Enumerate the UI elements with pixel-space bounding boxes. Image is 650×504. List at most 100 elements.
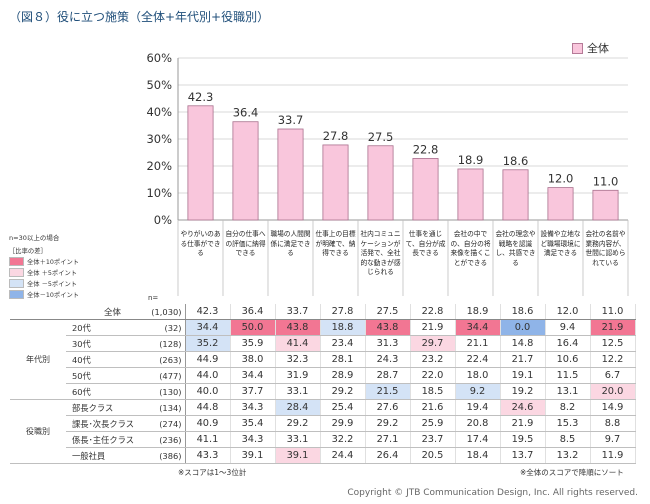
table-cell: 34.4: [230, 367, 276, 384]
row-n: (134): [141, 399, 186, 416]
table-cell: 50.0: [230, 319, 276, 336]
table-cell: 41.1: [185, 431, 231, 448]
row-label: 60代: [66, 383, 141, 400]
copyright: Copyright © JTB Communication Design, In…: [347, 488, 638, 498]
table-cell: 9.7: [590, 431, 636, 448]
bar: [592, 189, 619, 221]
value-label: 27.8: [323, 129, 349, 143]
row-n: (274): [141, 415, 186, 432]
y-tick-label: 0%: [154, 213, 172, 227]
table-cell: 29.9: [320, 415, 366, 432]
bar-chart: 0% 10% 20% 30% 40% 50% 60% 42.3 36.4 33.7 27.8 27.…: [146, 51, 629, 296]
sort-note: ※全体のスコアで降順にソート: [520, 468, 624, 477]
table-cell: 8.5: [545, 431, 591, 448]
table-cell: 27.5: [365, 304, 411, 320]
table-cell: 39.1: [275, 447, 321, 464]
bar: [412, 158, 439, 221]
table-cell: 33.1: [275, 383, 321, 400]
table-cell: 19.1: [500, 367, 546, 384]
value-label: 36.4: [233, 106, 259, 120]
value-label: 33.7: [278, 113, 304, 127]
table-row: 40代 (263) 44.9 38.0 32.3 28.1 24.3 23.2 22.4 21.7…: [10, 351, 636, 368]
table-cell: 40.9: [185, 415, 231, 432]
table-cell: 18.6: [500, 304, 546, 320]
table-cell: 29.2: [365, 415, 411, 432]
key-plus10-swatch: [9, 257, 24, 266]
n30-note: n=30以上の場合: [9, 234, 60, 242]
table-cell: 32.3: [275, 351, 321, 368]
table-cell: 25.9: [410, 415, 456, 432]
value-label: 18.9: [458, 153, 484, 167]
key-minus5: 全体 －5ポイント: [9, 278, 127, 289]
row-label: 係長･主任クラス: [66, 431, 141, 448]
table-cell: 23.4: [320, 335, 366, 352]
table-cell: 24.4: [320, 447, 366, 464]
row-label: 課長･次長クラス: [66, 415, 141, 432]
table-cell: 11.0: [590, 304, 636, 320]
row-n: (128): [141, 335, 186, 352]
category-label: 会社の名前や業務内容が、世間に認められている: [585, 230, 626, 267]
table-row: 課長･次長クラス (274) 40.9 35.4 29.2 29.9 29.2 25.9 20.…: [10, 415, 636, 432]
table-cell: 28.7: [365, 367, 411, 384]
table-cell: 34.3: [230, 431, 276, 448]
table-cell: 41.4: [275, 335, 321, 352]
table-cell: 17.4: [455, 431, 501, 448]
bar: [547, 187, 574, 221]
value-label: 42.3: [188, 90, 214, 104]
category-label: 設備や立地など職場環境に満足できる: [540, 230, 581, 257]
bar: [277, 128, 304, 221]
table-cell: 12.2: [590, 351, 636, 368]
row-n: (130): [141, 383, 186, 400]
score-note: ※スコアは1～3位計: [178, 468, 247, 477]
table-cell: 20.5: [410, 447, 456, 464]
table-row: 一般社員 (386) 43.3 39.1 39.1 24.4 26.4 20.5 18.4 13.…: [10, 447, 636, 464]
table-cell: 6.7: [590, 367, 636, 384]
table-cell: 11.9: [590, 447, 636, 464]
table-cell: 35.9: [230, 335, 276, 352]
key-minus10-label: 全体－10ポイント: [27, 292, 80, 299]
y-tick-label: 30%: [146, 132, 172, 146]
table-row: 係長･主任クラス (236) 41.1 34.3 33.1 32.2 27.1 23.7 17.…: [10, 431, 636, 448]
table-cell: 16.4: [545, 335, 591, 352]
category-separators: [177, 220, 629, 296]
key-header: ［比率の差］: [9, 248, 47, 255]
table-cell: 40.0: [185, 383, 231, 400]
table-cell: 35.2: [185, 335, 231, 352]
legend-label: 全体: [587, 42, 609, 55]
table-cell: 8.2: [545, 399, 591, 416]
table-cell: 24.6: [500, 399, 546, 416]
row-n: (263): [141, 351, 186, 368]
table-cell: 8.8: [590, 415, 636, 432]
value-label: 18.6: [503, 154, 529, 168]
value-label: 12.0: [548, 172, 574, 186]
category-label: 社内コミュニケーションが活発で、全社的な動きが感じられる: [360, 230, 401, 276]
bar: [187, 105, 214, 221]
group-label: 役職別: [10, 399, 66, 464]
y-tick-label: 60%: [146, 51, 172, 65]
table-cell: 44.9: [185, 351, 231, 368]
table-cell: 29.7: [410, 335, 456, 352]
legend: 全体: [572, 40, 609, 56]
table-cell: 23.7: [410, 431, 456, 448]
table-cell: 21.1: [455, 335, 501, 352]
table-cell: 18.8: [320, 319, 366, 336]
table-cell: 32.2: [320, 431, 366, 448]
table-cell: 39.1: [230, 447, 276, 464]
score-table: 全体 (1,030) 42.3 36.4 33.7 27.8 27.5 22.8 18.9 18.…: [10, 304, 636, 464]
table-cell: 21.7: [500, 351, 546, 368]
table-cell: 12.0: [545, 304, 591, 320]
key-plus10-label: 全体＋10ポイント: [27, 259, 80, 266]
table-cell: 37.7: [230, 383, 276, 400]
table-cell: 21.9: [590, 319, 636, 336]
table-cell: 33.7: [275, 304, 321, 320]
value-label: 27.5: [368, 130, 394, 144]
table-cell: 11.5: [545, 367, 591, 384]
table-cell: 28.1: [320, 351, 366, 368]
legend-swatch: [572, 42, 583, 54]
table-cell: 44.0: [185, 367, 231, 384]
y-tick-label: 40%: [146, 105, 172, 119]
table-cell: 19.4: [455, 399, 501, 416]
table-cell: 20.8: [455, 415, 501, 432]
y-tick-label: 20%: [146, 159, 172, 173]
value-label: 11.0: [593, 174, 619, 188]
